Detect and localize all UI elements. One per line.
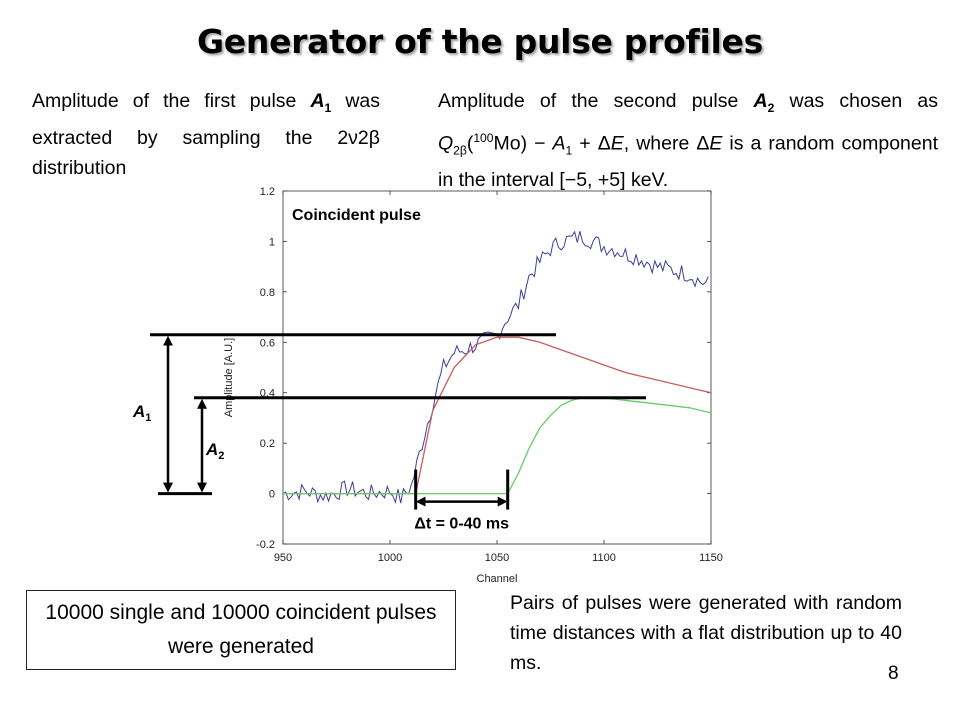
first-pulse-line <box>283 336 712 495</box>
a2-label-sub: 2 <box>218 450 224 462</box>
a1-label-var: A <box>132 402 145 421</box>
x-tick-label: 1000 <box>378 552 402 564</box>
dt-label: Δt = 0-40 ms <box>414 516 509 533</box>
first-pulse-text: Amplitude of the first pulse A1 was extr… <box>32 90 380 179</box>
x-tick-label: 1100 <box>592 552 616 564</box>
y-tick-label: 1.2 <box>260 186 275 198</box>
y-axis-label: Amplitude [A.U.] <box>223 338 235 417</box>
x-tick-label: 1150 <box>699 552 723 564</box>
slide-title: Generator of the pulse profiles <box>197 22 763 61</box>
y-tick-label: 0.2 <box>260 438 275 450</box>
x-tick-label: 950 <box>274 552 292 564</box>
y-tick-label: 0.6 <box>260 337 275 349</box>
a2-label: A2 <box>205 440 224 462</box>
plot-frame <box>282 190 712 545</box>
summary-box: 10000 single and 10000 coincident pulses… <box>26 590 456 670</box>
a1-label-sub: 1 <box>145 412 151 424</box>
y-tick-label: 0.8 <box>260 287 275 299</box>
page-number: 8 <box>888 663 899 684</box>
x-axis-label: Channel <box>477 573 518 585</box>
time-distance-text: Pairs of pulses were generated with rand… <box>510 592 902 674</box>
y-tick-label: -0.2 <box>256 539 275 551</box>
y-tick-label: 1 <box>269 236 275 248</box>
y-tick-label: 0 <box>269 489 275 501</box>
a1-label: A1 <box>132 402 151 424</box>
coincident-pulse-label: Coincident pulse <box>292 207 421 224</box>
second-pulse-line <box>283 397 712 495</box>
x-tick-label: 1050 <box>485 552 509 564</box>
a2-label-var: A <box>205 440 218 459</box>
second-pulse-text: Amplitude of the second pulse A2 was cho… <box>438 90 939 192</box>
